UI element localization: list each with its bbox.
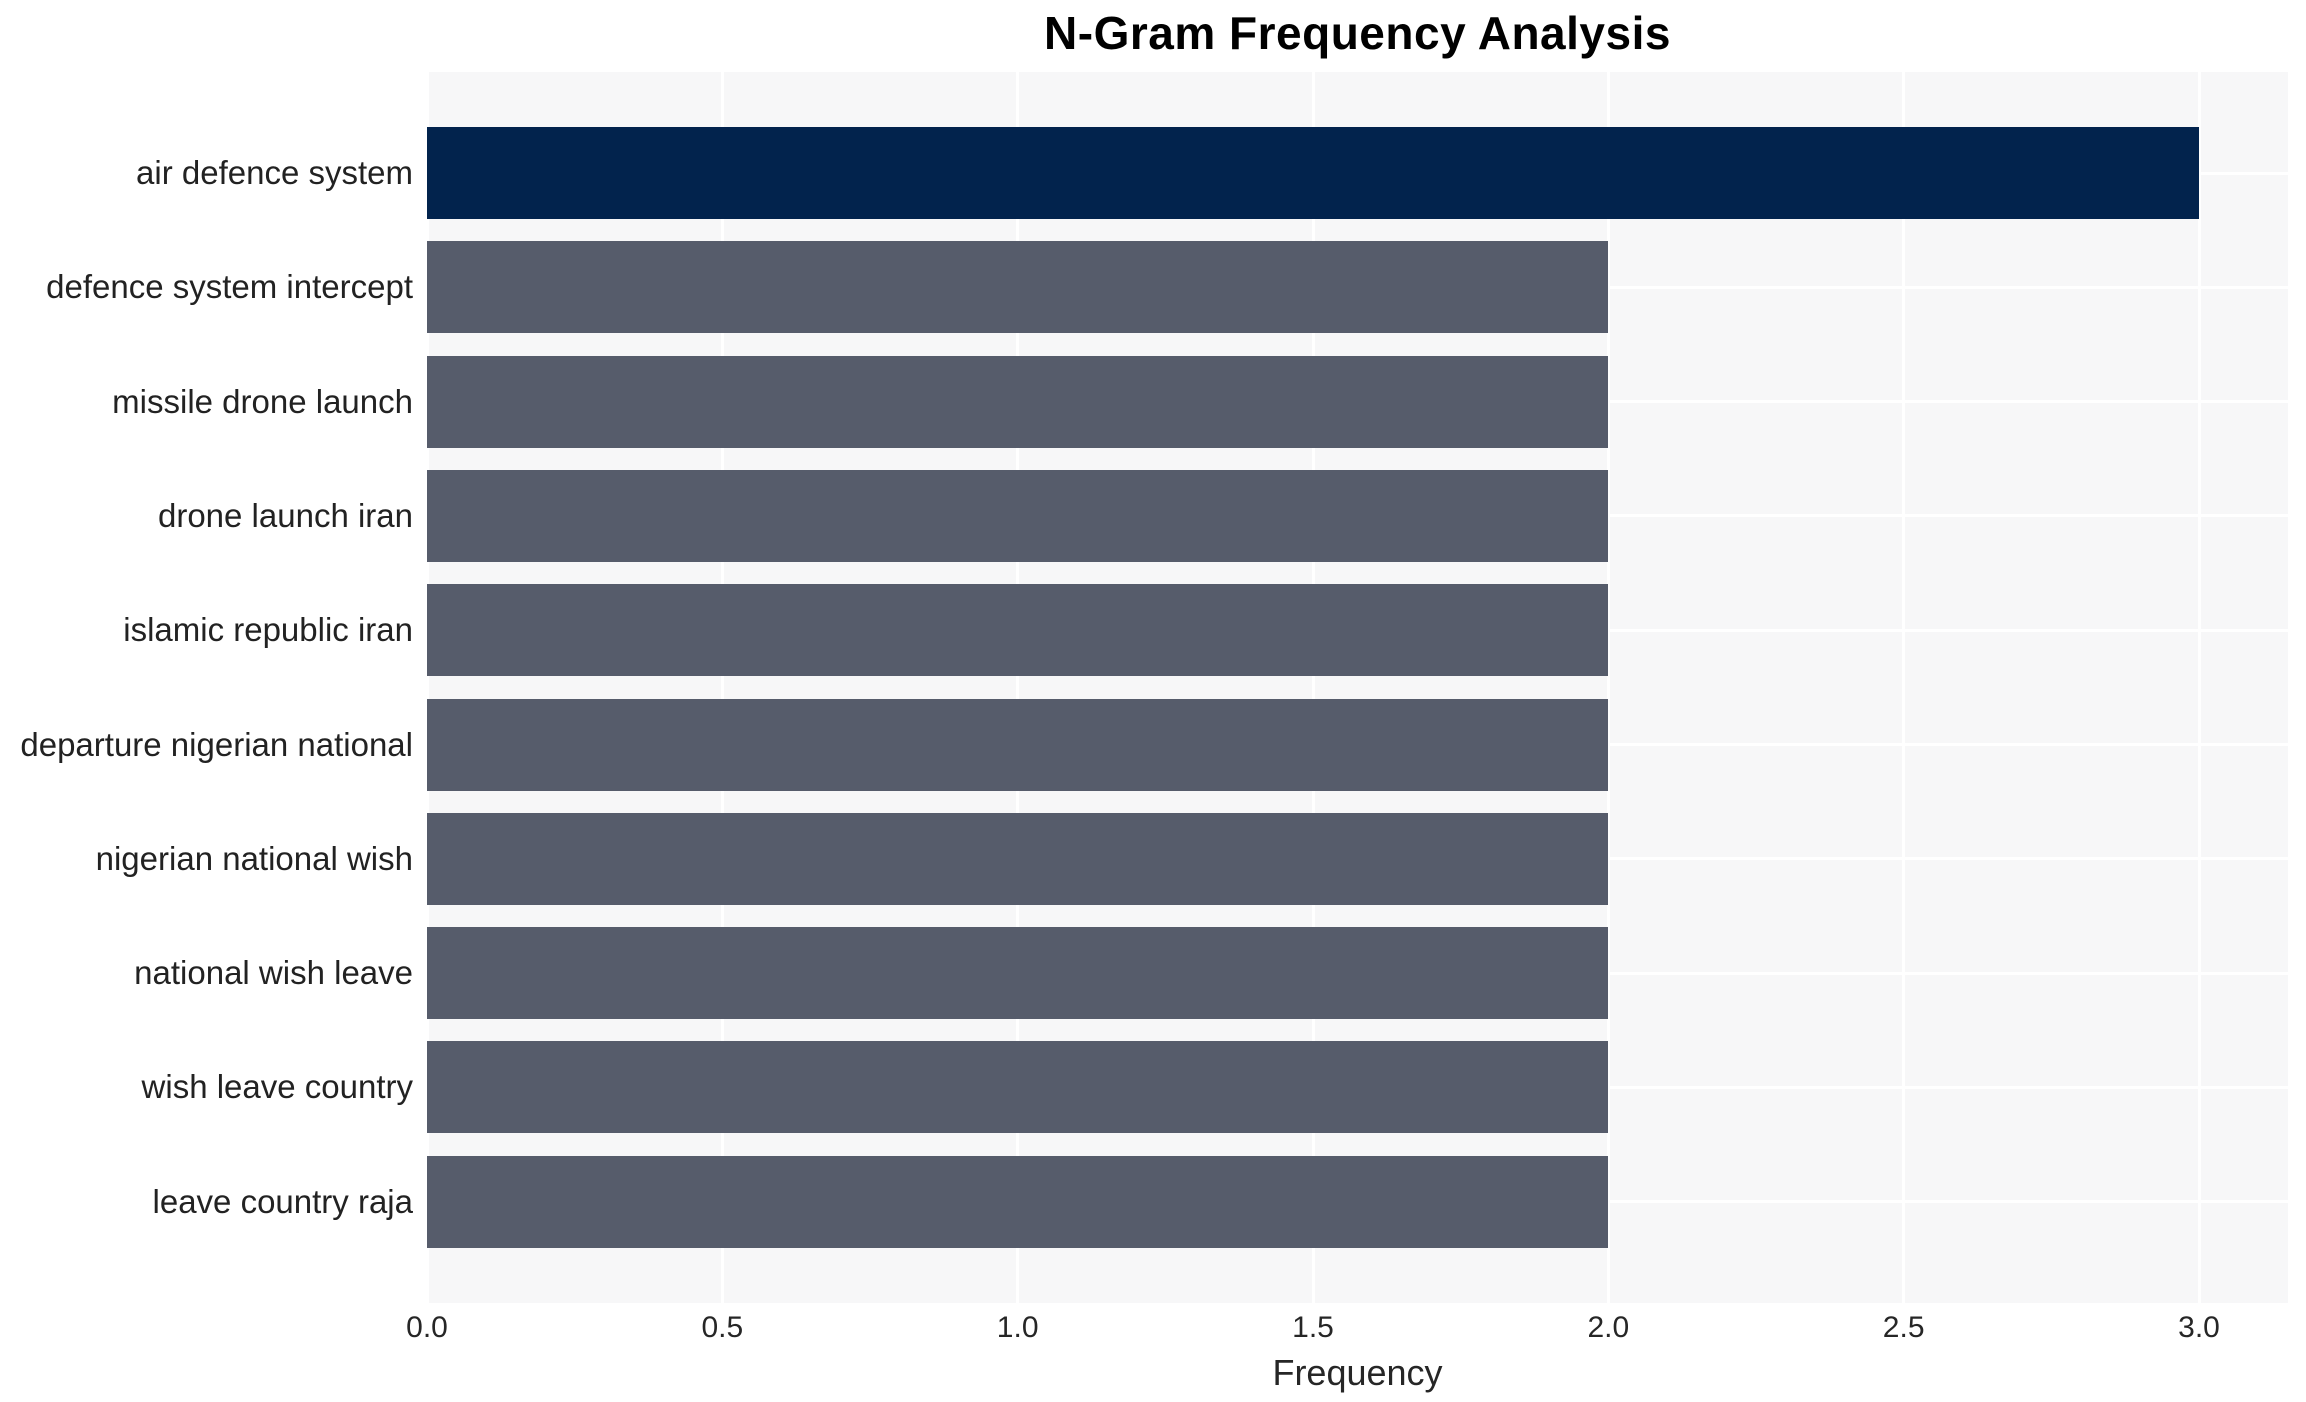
x-tick-label-1.0: 1.0 <box>996 1311 1039 1344</box>
x-axis-label: Frequency <box>1272 1352 1443 1393</box>
y-tick-label-missile-drone-launch: missile drone launch <box>112 382 413 420</box>
bar-nigerian-national-wish <box>427 812 1609 905</box>
bar-departure-nigerian-national <box>427 698 1609 791</box>
x-tick-label-0.5: 0.5 <box>701 1311 744 1344</box>
y-tick-label-leave-country-raja: leave country raja <box>152 1182 413 1220</box>
chart-title: N-Gram Frequency Analysis <box>1044 7 1671 59</box>
vertical-gridline-1 <box>1016 72 1020 1303</box>
y-tick-label-nigerian-national-wish: nigerian national wish <box>95 839 413 877</box>
y-tick-label-air-defence-system: air defence system <box>136 154 413 191</box>
x-tick-label-3.0: 3.0 <box>2178 1311 2220 1344</box>
bar-missile-drone-launch <box>427 355 1609 448</box>
vertical-gridline-1.5 <box>1311 72 1315 1303</box>
bar-defence-system-intercept <box>427 241 1609 334</box>
x-tick-label-2.5: 2.5 <box>1882 1311 1925 1344</box>
bar-leave-country-raja <box>427 1155 1609 1248</box>
vertical-gridline-2.5 <box>1902 72 1906 1303</box>
y-tick-label-national-wish-leave: national wish leave <box>134 954 413 992</box>
plot-area <box>425 72 2288 1303</box>
vertical-gridline-2 <box>1606 72 1610 1303</box>
bar-drone-launch-iran <box>427 469 1609 562</box>
vertical-gridline-3 <box>2197 72 2201 1303</box>
x-tick-label-1.5: 1.5 <box>1292 1311 1334 1344</box>
bar-wish-leave-country <box>427 1041 1609 1134</box>
vertical-gridline-0 <box>425 72 429 1303</box>
y-tick-label-drone-launch-iran: drone launch iran <box>157 496 413 534</box>
y-tick-label-defence-system-intercept: defence system intercept <box>46 268 413 306</box>
x-tick-label-2.0: 2.0 <box>1587 1311 1630 1344</box>
bar-air-defence-system <box>427 127 2199 219</box>
bar-islamic-republic-iran <box>427 584 1609 677</box>
vertical-gridline-0.5 <box>720 72 724 1303</box>
y-tick-label-wish-leave-country: wish leave country <box>141 1068 413 1106</box>
bar-national-wish-leave <box>427 927 1609 1020</box>
x-tick-label-0.0: 0.0 <box>406 1311 448 1344</box>
y-tick-label-islamic-republic-iran: islamic republic iran <box>123 611 413 649</box>
y-tick-label-departure-nigerian-national: departure nigerian national <box>20 725 413 763</box>
